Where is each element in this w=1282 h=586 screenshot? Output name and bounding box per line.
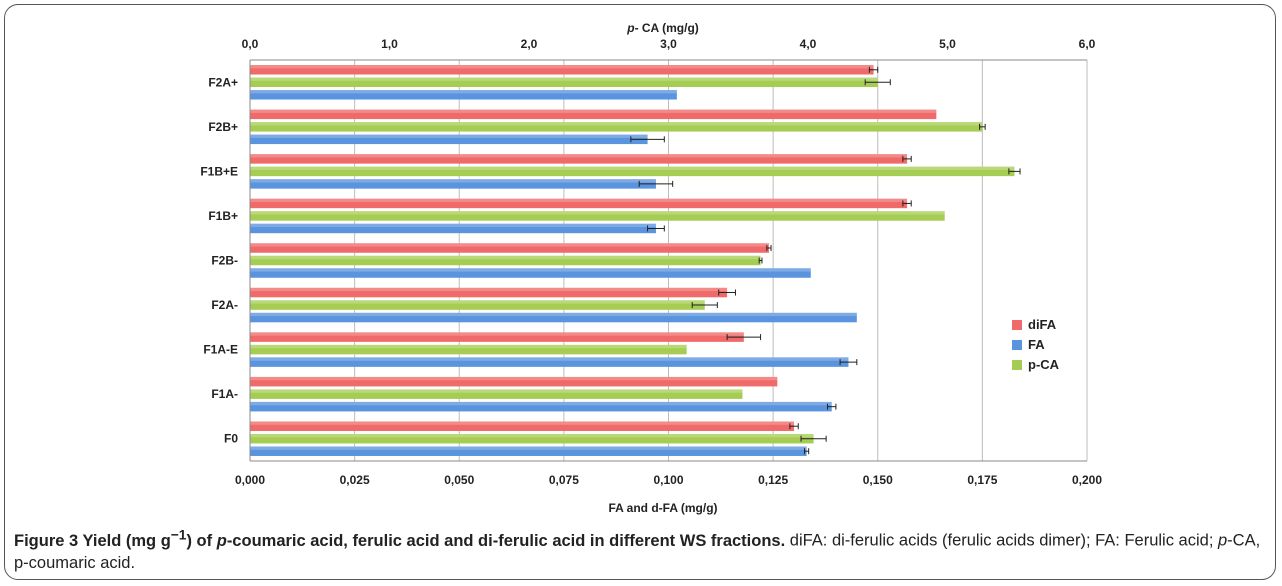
axes [249,59,1087,462]
top-tick-label: 1,0 [381,37,398,51]
bar-p-ca-f2b+ [250,122,983,132]
bar-fa-f2b+ [250,134,648,145]
bar-difa-f1b+e [250,154,908,164]
bar-highlight [250,376,778,381]
bar-p-ca-f2a- [250,300,705,310]
top-tick-label: 6,0 [1079,37,1096,51]
bar-fa-f0 [250,446,807,456]
bar-highlight [250,433,814,438]
bar-highlight [250,401,832,406]
category-label: F2A- [211,298,238,312]
bar-highlight [250,332,744,336]
caption-title: Figure 3 Yield (mg g−1) of p-coumaric ac… [14,527,786,550]
category-label: F1A- [211,387,238,401]
category-label: F1B+ [208,209,238,223]
bar-p-ca-f1b+e [250,166,1015,177]
bar-highlight [250,211,945,215]
legend-swatch-difa [1012,320,1022,330]
bar-highlight [250,109,937,113]
bar-highlight [250,179,656,183]
bar-p-ca-f0 [250,433,814,444]
bar-p-ca-f2a+ [250,77,878,88]
bottom-tick-label: 0,150 [863,473,893,487]
bar-highlight [250,312,857,317]
category-labels: F2A+ F2B+ F1B+E F1B+ F2B- F2A- F1A-E F1A- F0 [200,75,238,445]
bar-p-ca-f1a-e [250,344,687,355]
bar-p-ca-f1b+ [250,211,945,221]
category-label: F1A-E [203,343,238,357]
bottom-tick-label: 0,175 [967,473,997,487]
bottom-tick-label: 0,075 [549,473,579,487]
bar-difa-f1a- [250,376,778,387]
legend-swatch-fa [1012,340,1022,350]
category-label: F1B+E [200,164,238,178]
bars [250,65,1021,456]
bar-difa-f2a+ [250,65,874,75]
bar-highlight [250,287,728,292]
top-axis-label: p- CA (mg/g) [626,21,699,35]
bar-highlight [250,255,761,260]
bar-fa-f2a- [250,312,857,323]
bar-highlight [250,268,811,272]
bar-highlight [250,357,849,361]
legend-label: p-CA [1028,357,1060,372]
top-tick-label: 5,0 [939,37,956,51]
bottom-tick-label: 0,100 [653,473,683,487]
category-label: F0 [224,432,238,446]
figure-caption: Figure 3 Yield (mg g−1) of p-coumaric ac… [14,524,1264,574]
bar-difa-f0 [250,421,795,431]
top-tick-label: 0,0 [242,37,259,51]
bar-highlight [250,389,743,393]
bar-highlight [250,166,1015,170]
caption-body: diFA: di-ferulic acids (ferulic acids di… [14,531,1261,572]
top-tick-label: 3,0 [660,37,677,51]
bar-highlight [250,344,687,349]
tick-labels: 0,000 0,025 0,050 0,075 0,100 0,125 0,150 0,175… [235,37,1102,487]
legend: diFA FA p-CA [1012,317,1060,372]
bar-highlight [250,77,878,81]
bar-highlight [250,65,874,69]
bottom-tick-label: 0,000 [235,473,265,487]
legend-label: FA [1028,337,1045,352]
bar-highlight [250,223,656,228]
legend-label: diFA [1028,317,1057,332]
bar-fa-f1a- [250,401,832,412]
bar-highlight [250,154,908,158]
category-label: F2A+ [208,75,238,89]
bar-highlight [250,90,677,94]
chart: 0,000 0,025 0,050 0,075 0,100 0,125 0,150 0,175… [200,21,1102,515]
bottom-tick-label: 0,050 [444,473,474,487]
bar-difa-f2a- [250,287,728,298]
bar-fa-f2a+ [250,90,677,100]
bar-highlight [250,122,983,126]
bar-difa-f1a-e [250,332,744,342]
bar-highlight [250,300,705,304]
bar-highlight [250,446,807,450]
bar-highlight [250,198,908,203]
bar-highlight [250,243,769,247]
bar-highlight [250,421,795,425]
bar-fa-f1b+e [250,179,656,189]
legend-swatch-p-ca [1012,360,1022,370]
top-tick-label: 2,0 [521,37,538,51]
bar-p-ca-f2b- [250,255,761,266]
bottom-tick-label: 0,025 [340,473,370,487]
bar-highlight [250,134,648,138]
bar-p-ca-f1a- [250,389,743,399]
bottom-tick-label: 0,125 [758,473,788,487]
bar-difa-f1b+ [250,198,908,209]
bar-difa-f2b+ [250,109,937,120]
bar-difa-f2b- [250,243,769,253]
bar-fa-f1a-e [250,357,849,367]
bar-fa-f2b- [250,268,811,278]
category-label: F2B+ [208,120,238,134]
top-tick-label: 4,0 [800,37,817,51]
category-label: F2B- [211,254,238,268]
bottom-tick-label: 0,200 [1072,473,1102,487]
bottom-axis-label: FA and d-FA (mg/g) [608,501,717,515]
bar-fa-f1b+ [250,223,656,234]
